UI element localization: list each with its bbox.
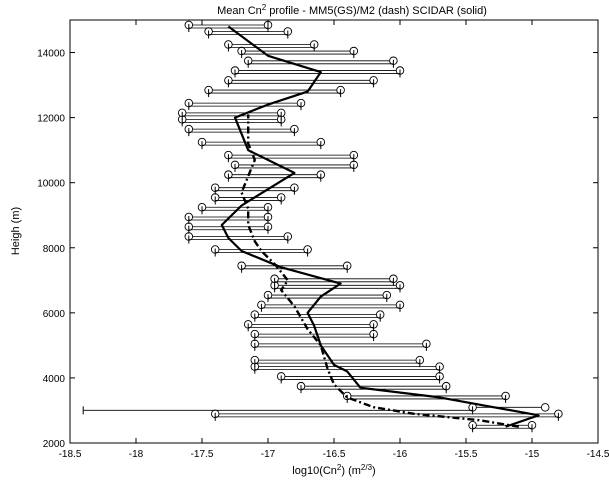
y-tick-label: 10000 xyxy=(37,179,65,190)
model-series-line xyxy=(240,114,519,428)
series-lines xyxy=(220,25,540,428)
y-tick-label: 6000 xyxy=(43,309,66,320)
scidar-series-line xyxy=(220,25,540,428)
x-tick-label: -16.5 xyxy=(323,449,346,460)
y-tick-label: 2000 xyxy=(43,439,66,450)
x-tick-label: -18 xyxy=(129,449,144,460)
x-tick-label: -16 xyxy=(393,449,408,460)
y-tick-label: 8000 xyxy=(43,244,66,255)
x-tick-label: -15.5 xyxy=(455,449,478,460)
x-tick-label: -15 xyxy=(525,449,540,460)
x-axis: -18.5 -18 -17.5 -17 -16.5 -16 -15.5 -15 -14.5 xyxy=(59,20,609,460)
x-tick-label: -17.5 xyxy=(191,449,214,460)
chart-title: Mean Cn2 profile - MM5(GS)/M2 (dash) SCI… xyxy=(217,3,487,17)
range-bars xyxy=(82,20,563,433)
y-axis-label: Heigh (m) xyxy=(10,207,22,255)
x-tick-label: -17 xyxy=(261,449,276,460)
x-tick-label: -14.5 xyxy=(587,449,609,460)
y-tick-label: 14000 xyxy=(37,49,65,60)
y-tick-label: 4000 xyxy=(43,374,66,385)
y-tick-label: 12000 xyxy=(37,114,65,125)
x-axis-label: log10(Cn2) (m2/3) xyxy=(292,463,375,477)
scidar-range-circle xyxy=(540,403,550,412)
y-axis: 2000 4000 6000 8000 10000 12000 14000 xyxy=(37,49,598,450)
x-tick-label: -18.5 xyxy=(59,449,82,460)
